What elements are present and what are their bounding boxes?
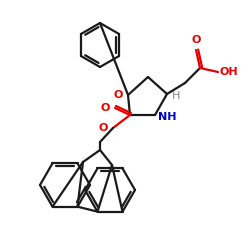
Text: O: O (98, 123, 108, 133)
Text: O: O (114, 90, 123, 100)
Text: OH: OH (220, 67, 238, 77)
Text: NH: NH (158, 112, 176, 122)
Text: H: H (172, 91, 180, 101)
Text: O: O (100, 103, 110, 113)
Text: O: O (191, 35, 201, 45)
